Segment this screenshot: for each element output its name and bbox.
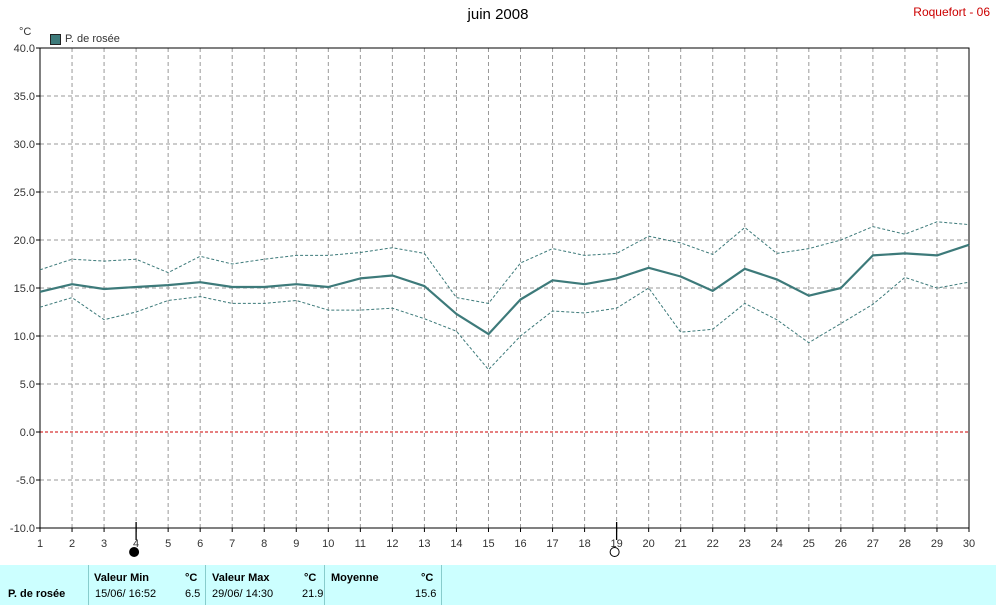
x-tick-label: 14 — [450, 538, 462, 550]
y-tick-label: 35.0 — [14, 91, 35, 103]
moon-phases — [129, 522, 620, 557]
y-tick-label: 5.0 — [20, 379, 35, 391]
y-tick-label: 10.0 — [14, 331, 35, 343]
axes: -10.0 -5.0 0.0 5.0 10.0 15.0 20.0 25.0 30.0 35.0 4… — [10, 43, 975, 550]
y-tick-label: -10.0 — [10, 523, 35, 535]
min-header: Valeur Min — [94, 572, 150, 584]
series — [39, 221, 970, 371]
y-axis-unit: °C — [19, 26, 32, 38]
x-tick-label: 4 — [133, 538, 139, 550]
stats-max: Valeur Max °C 29/06/ 14:30 21.9 — [205, 565, 324, 605]
x-tick-label: 30 — [963, 538, 975, 550]
series-max-line — [39, 221, 970, 304]
x-tick-label: 3 — [101, 538, 107, 550]
new-moon-icon — [129, 547, 140, 557]
stats-min: Valeur Min °C 15/06/ 16:52 6.5 — [88, 565, 205, 605]
x-tick-label: 1 — [37, 538, 43, 550]
chart-plot: -10.0 -5.0 0.0 5.0 10.0 15.0 20.0 25.0 30.0 35.0 4… — [10, 43, 975, 557]
x-tick-label: 24 — [771, 538, 783, 550]
avg-value: 15.6 — [415, 588, 437, 600]
full-moon-icon — [609, 547, 620, 557]
x-tick-label: 28 — [899, 538, 911, 550]
x-tick-label: 5 — [165, 538, 171, 550]
x-tick-label: 13 — [418, 538, 430, 550]
x-tick-label: 11 — [355, 538, 366, 550]
x-tick-label: 26 — [835, 538, 847, 550]
y-tick-label: 20.0 — [14, 235, 35, 247]
x-tick-label: 2 — [69, 538, 75, 550]
y-tick-label: 40.0 — [14, 43, 35, 55]
x-tick-label: 18 — [578, 538, 590, 550]
x-tick-label: 20 — [643, 538, 655, 550]
min-unit: °C — [185, 572, 198, 584]
x-tick-label: 21 — [675, 538, 687, 550]
grid — [40, 48, 969, 528]
x-tick-label: 29 — [931, 538, 943, 550]
min-value: 6.5 — [185, 588, 201, 600]
stats-series-label: P. de rosée — [8, 588, 66, 600]
stats-bar: P. de rosée Valeur Min °C 15/06/ 16:52 6… — [0, 565, 996, 605]
max-when: 29/06/ 14:30 — [212, 588, 274, 600]
legend-swatch — [50, 33, 61, 45]
stats-end-divider — [441, 565, 442, 605]
x-tick-label: 17 — [546, 538, 558, 550]
x-tick-label: 16 — [514, 538, 526, 550]
x-tick-label: 12 — [386, 538, 398, 550]
x-tick-label: 7 — [229, 538, 235, 550]
x-tick-label: 19 — [610, 538, 622, 550]
series-min-line — [39, 276, 970, 371]
series-mean-line — [39, 243, 970, 336]
x-tick-label: 10 — [322, 538, 334, 550]
avg-header: Moyenne — [331, 572, 379, 584]
max-value: 21.9 — [302, 588, 324, 600]
legend: P. de rosée — [50, 33, 120, 45]
max-header: Valeur Max — [212, 572, 270, 584]
x-tick-label: 15 — [482, 538, 494, 550]
x-tick-label: 6 — [197, 538, 203, 550]
x-tick-label: 25 — [803, 538, 815, 550]
plot-frame — [39, 47, 970, 529]
y-tick-label: 0.0 — [20, 427, 35, 439]
x-tick-label: 27 — [867, 538, 879, 550]
x-tick-label: 22 — [707, 538, 719, 550]
avg-unit: °C — [421, 572, 434, 584]
x-tick-label: 8 — [261, 538, 267, 550]
legend-label: P. de rosée — [65, 33, 120, 45]
min-when: 15/06/ 16:52 — [95, 588, 157, 600]
stats-average: Moyenne °C 15.6 — [324, 565, 441, 605]
x-tick-label: 9 — [293, 538, 299, 550]
station-name: Roquefort - 06 — [913, 5, 990, 19]
x-tick-label: 23 — [739, 538, 751, 550]
max-unit: °C — [304, 572, 317, 584]
y-tick-label: 30.0 — [14, 139, 35, 151]
y-tick-label: 25.0 — [14, 187, 35, 199]
y-tick-label: 15.0 — [14, 283, 35, 295]
y-tick-label: -5.0 — [16, 475, 35, 487]
chart-title: juin 2008 — [467, 6, 529, 23]
